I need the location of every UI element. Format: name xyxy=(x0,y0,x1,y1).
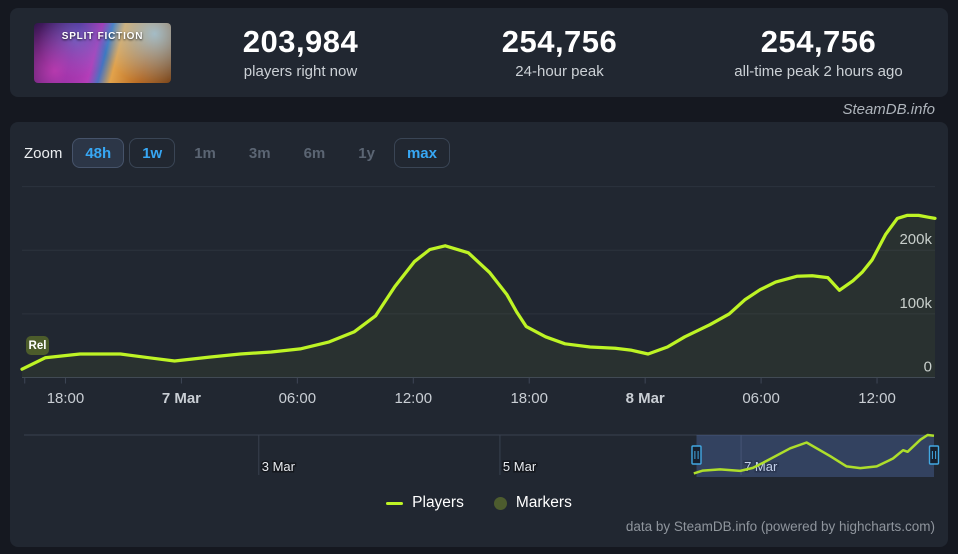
main-chart-svg[interactable]: 200k 100k 0 18:00 7 Mar 06:00 12:00 18:00 8 Mar 0… xyxy=(10,122,948,547)
navigator-line xyxy=(693,433,935,475)
x-axis-label: 18:00 xyxy=(510,390,548,407)
x-axis-label: 18:00 xyxy=(47,390,85,407)
chart-legend: Players Markers xyxy=(10,492,948,514)
range-button-48h[interactable]: 48h xyxy=(72,138,125,168)
x-axis-label: 06:00 xyxy=(742,390,780,407)
stat-alltime-peak: 254,756 all-time peak 2 hours ago xyxy=(689,24,948,80)
x-axis-label: 12:00 xyxy=(858,390,896,407)
legend-item-players[interactable]: Players xyxy=(386,494,464,512)
steamdb-watermark: SteamDB.info xyxy=(842,101,935,118)
x-axis-label: 06:00 xyxy=(279,390,317,407)
game-capsule[interactable]: SPLIT FICTION xyxy=(34,22,171,83)
players-area xyxy=(22,215,935,378)
players-line-swatch xyxy=(386,501,404,505)
peak-24h-value: 254,756 xyxy=(501,24,618,60)
zoom-range-toolbar: Zoom 48h 1w 1m 3m 6m 1y max xyxy=(24,138,450,168)
range-button-1m: 1m xyxy=(180,138,230,168)
x-axis-label: 7 Mar xyxy=(162,390,201,407)
players-line xyxy=(20,213,937,371)
alltime-peak-value: 254,756 xyxy=(760,24,877,60)
range-button-3m: 3m xyxy=(235,138,285,168)
legend-players-label: Players xyxy=(412,494,464,511)
legend-markers-label: Markers xyxy=(515,494,572,511)
current-players-value: 203,984 xyxy=(242,24,359,60)
navigator-date-label: 3 Mar xyxy=(262,459,296,474)
range-button-max[interactable]: max xyxy=(393,138,450,168)
current-players-label: players right now xyxy=(243,62,358,80)
y-axis-label: 100k xyxy=(899,295,932,312)
alltime-peak-label: all-time peak 2 hours ago xyxy=(734,62,903,80)
markers-circle-swatch xyxy=(493,496,507,510)
range-button-1w[interactable]: 1w xyxy=(129,138,176,168)
navigator-date-label: 5 Mar xyxy=(503,459,537,474)
chart-credits: data by SteamDB.info (powered by highcha… xyxy=(625,519,935,534)
legend-item-markers[interactable]: Markers xyxy=(493,494,572,512)
y-axis-label: 200k xyxy=(899,231,932,248)
x-axis-label: 8 Mar xyxy=(626,390,665,407)
range-button-1y: 1y xyxy=(344,138,389,168)
release-marker-flag[interactable]: Rel xyxy=(26,336,49,355)
zoom-caption: Zoom xyxy=(24,144,63,162)
navigator-date-label: 7 Mar xyxy=(744,459,778,474)
game-title: SPLIT FICTION xyxy=(61,30,144,42)
stat-current-players: 203,984 players right now xyxy=(171,24,430,80)
peak-24h-label: 24-hour peak xyxy=(515,62,604,80)
x-axis-label: 12:00 xyxy=(395,390,433,407)
stat-24h-peak: 254,756 24-hour peak xyxy=(430,24,689,80)
navigator-left-handle[interactable] xyxy=(691,445,702,465)
header-panel: SPLIT FICTION 203,984 players right now … xyxy=(10,8,948,97)
navigator-right-handle[interactable] xyxy=(928,445,940,465)
y-axis-label: 0 xyxy=(924,359,932,376)
stats-row: 203,984 players right now 254,756 24-hou… xyxy=(171,24,948,80)
range-button-6m: 6m xyxy=(290,138,340,168)
release-marker-label: Rel xyxy=(28,339,47,352)
